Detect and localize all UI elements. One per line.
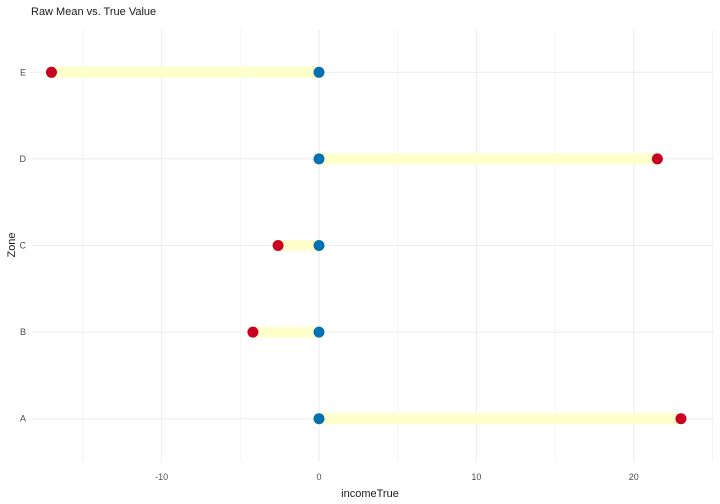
true-value-point [313, 153, 325, 165]
raw-mean-point [675, 413, 687, 425]
chart-title: Raw Mean vs. True Value [31, 6, 156, 18]
true-value-point [313, 66, 325, 78]
raw-mean-point [247, 326, 259, 338]
y-tick-label: D [20, 154, 27, 164]
dumbbell-segments [51, 66, 681, 425]
y-tick-label: C [20, 241, 27, 251]
raw-mean-point [651, 153, 663, 165]
raw-mean-point [272, 240, 284, 251]
grid-lines [31, 29, 714, 462]
x-tick-label: 10 [471, 472, 481, 482]
raw-mean-point [45, 66, 57, 78]
true-value-point [313, 240, 325, 251]
x-tick-label: 0 [316, 472, 321, 482]
y-axis-ticks: A B C D E [20, 67, 27, 423]
y-tick-label: E [20, 67, 26, 77]
x-axis-ticks: -10 0 10 20 [155, 472, 639, 482]
y-tick-label: A [20, 414, 26, 424]
true-value-point [313, 326, 325, 338]
x-tick-label: 20 [629, 472, 639, 482]
x-axis-label: incomeTrue [341, 488, 399, 500]
true-value-point [313, 413, 325, 425]
y-axis-label: Zone [6, 232, 18, 257]
y-tick-label: B [20, 327, 26, 337]
data-points [45, 66, 687, 425]
x-tick-label: -10 [155, 472, 168, 482]
